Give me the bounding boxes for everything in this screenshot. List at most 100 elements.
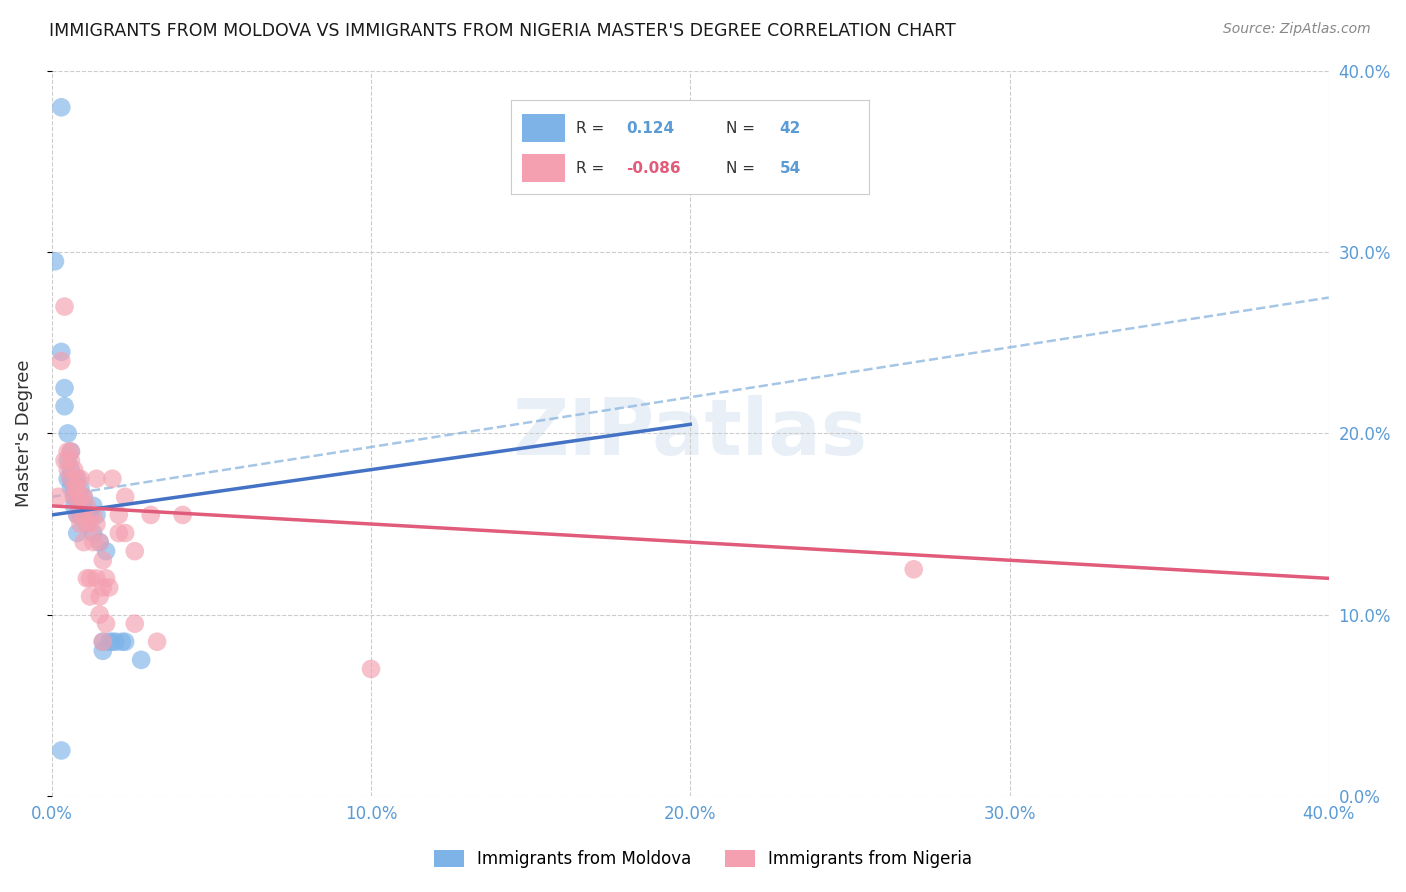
Point: [56, 453, 79, 467]
Point: [124, 616, 146, 631]
Point: [76, 508, 98, 522]
Point: [69, 490, 91, 504]
Point: [66, 481, 89, 495]
Point: [66, 472, 89, 486]
Point: [51, 100, 73, 114]
Point: [91, 644, 114, 658]
Point: [51, 344, 73, 359]
Point: [903, 562, 925, 576]
Point: [53, 381, 76, 395]
Point: [69, 516, 91, 531]
Text: ZIPatlas: ZIPatlas: [513, 395, 868, 471]
Point: [124, 544, 146, 558]
Point: [63, 481, 86, 495]
Point: [69, 508, 91, 522]
Point: [66, 526, 89, 541]
Point: [59, 472, 82, 486]
Point: [69, 472, 91, 486]
Point: [79, 516, 101, 531]
Point: [56, 444, 79, 458]
Legend: Immigrants from Moldova, Immigrants from Nigeria: Immigrants from Moldova, Immigrants from…: [427, 843, 979, 875]
Point: [94, 571, 117, 585]
Point: [86, 516, 108, 531]
Point: [56, 426, 79, 441]
Point: [114, 490, 136, 504]
Point: [111, 634, 134, 648]
Point: [63, 490, 86, 504]
Point: [53, 399, 76, 413]
Point: [146, 634, 169, 648]
Point: [98, 634, 121, 648]
Point: [76, 516, 98, 531]
Point: [59, 444, 82, 458]
Point: [76, 516, 98, 531]
Point: [89, 535, 111, 549]
Point: [129, 653, 152, 667]
Point: [86, 508, 108, 522]
Point: [107, 526, 129, 541]
Point: [94, 616, 117, 631]
Point: [73, 499, 96, 513]
Point: [114, 634, 136, 648]
Point: [59, 463, 82, 477]
Point: [69, 481, 91, 495]
Point: [66, 508, 89, 522]
Point: [91, 581, 114, 595]
Point: [89, 607, 111, 622]
Point: [63, 490, 86, 504]
Point: [66, 472, 89, 486]
Point: [76, 499, 98, 513]
Point: [59, 444, 82, 458]
Point: [89, 590, 111, 604]
Point: [59, 453, 82, 467]
Point: [53, 300, 76, 314]
Point: [91, 634, 114, 648]
Y-axis label: Master's Degree: Master's Degree: [15, 359, 32, 508]
Point: [79, 590, 101, 604]
Point: [69, 499, 91, 513]
Point: [73, 508, 96, 522]
Point: [63, 472, 86, 486]
Point: [91, 634, 114, 648]
Point: [79, 571, 101, 585]
Point: [56, 472, 79, 486]
Point: [360, 662, 382, 676]
Point: [73, 490, 96, 504]
Point: [82, 508, 104, 522]
Point: [46, 490, 69, 504]
Point: [82, 535, 104, 549]
Point: [53, 453, 76, 467]
Point: [89, 535, 111, 549]
Text: Source: ZipAtlas.com: Source: ZipAtlas.com: [1223, 22, 1371, 37]
Point: [107, 508, 129, 522]
Point: [66, 508, 89, 522]
Point: [82, 499, 104, 513]
Point: [172, 508, 194, 522]
Point: [86, 472, 108, 486]
Point: [51, 743, 73, 757]
Point: [59, 472, 82, 486]
Point: [86, 571, 108, 585]
Point: [139, 508, 162, 522]
Point: [44, 254, 66, 268]
Point: [73, 490, 96, 504]
Point: [82, 526, 104, 541]
Point: [98, 581, 121, 595]
Point: [66, 490, 89, 504]
Point: [76, 571, 98, 585]
Point: [91, 553, 114, 567]
Text: IMMIGRANTS FROM MOLDOVA VS IMMIGRANTS FROM NIGERIA MASTER'S DEGREE CORRELATION C: IMMIGRANTS FROM MOLDOVA VS IMMIGRANTS FR…: [49, 22, 956, 40]
Point: [94, 544, 117, 558]
Point: [63, 481, 86, 495]
Point: [104, 634, 127, 648]
Point: [51, 354, 73, 368]
Point: [101, 634, 124, 648]
Point: [79, 508, 101, 522]
Point: [59, 481, 82, 495]
Point: [63, 499, 86, 513]
Point: [56, 463, 79, 477]
Point: [101, 472, 124, 486]
Point: [114, 526, 136, 541]
Point: [63, 463, 86, 477]
Point: [66, 490, 89, 504]
